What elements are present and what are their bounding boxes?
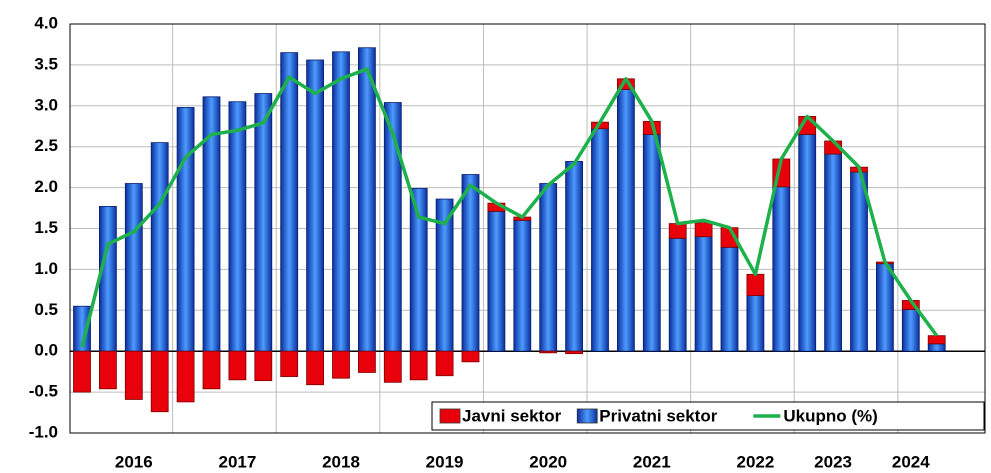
bar <box>254 350 273 382</box>
bar <box>927 343 946 352</box>
y-tick-label: -1.0 <box>29 422 58 441</box>
bar <box>280 52 299 352</box>
legend-swatch <box>576 408 598 424</box>
ticks: -1.0 -0.5 0.0 0.5 1.0 1.5 2.0 2.5 3.0 3.5 4.0 2016 2… <box>29 13 931 471</box>
bar <box>668 237 687 352</box>
bar <box>824 153 842 352</box>
y-tick-label: 0.5 <box>34 300 58 319</box>
bar <box>901 309 920 352</box>
bar <box>850 171 868 352</box>
bar <box>513 219 532 352</box>
bar <box>332 51 350 352</box>
bar <box>176 107 195 352</box>
x-tick-label: 2019 <box>426 452 464 471</box>
bar <box>565 350 583 355</box>
y-tick-label: 2.5 <box>34 136 58 155</box>
bar <box>435 350 454 377</box>
bar <box>461 350 480 363</box>
y-tick-label: 1.0 <box>34 259 58 278</box>
bar <box>228 350 247 381</box>
bar <box>668 223 687 239</box>
y-tick-label: 0.0 <box>34 341 58 360</box>
y-tick-label: 3.5 <box>34 54 58 73</box>
x-tick-label: 2023 <box>814 452 852 471</box>
bar <box>539 183 558 352</box>
bar <box>927 335 946 345</box>
x-tick-label: 2021 <box>633 452 671 471</box>
x-tick-label: 2016 <box>115 452 153 471</box>
x-tick-label: 2018 <box>322 452 360 471</box>
x-tick-label: 2020 <box>529 452 567 471</box>
bar <box>617 89 635 352</box>
x-tick-label: 2017 <box>218 452 256 471</box>
bar <box>409 350 428 381</box>
bar <box>383 102 402 352</box>
y-tick-label: -0.5 <box>29 382 58 401</box>
bar <box>254 93 273 352</box>
bar <box>772 186 791 352</box>
bar <box>461 174 480 352</box>
bar <box>124 350 143 400</box>
bar <box>591 128 609 352</box>
legend-label: Ukupno (%) <box>783 406 877 425</box>
x-tick-label: 2024 <box>892 452 930 471</box>
legend-box <box>431 401 985 431</box>
y-tick-label: 3.0 <box>34 95 58 114</box>
bar <box>99 206 117 352</box>
bar <box>720 246 739 352</box>
bar <box>306 59 325 352</box>
y-tick-label: 1.5 <box>34 218 58 237</box>
plot-frame <box>69 23 986 434</box>
bar <box>176 350 195 403</box>
bar <box>746 295 765 352</box>
bar <box>357 47 376 352</box>
bar <box>124 183 143 352</box>
bar <box>539 350 558 354</box>
bar <box>565 161 583 352</box>
bar <box>487 210 506 352</box>
bar <box>694 222 713 238</box>
bar <box>73 350 91 393</box>
y-tick-label: 4.0 <box>34 13 58 32</box>
bar <box>150 142 169 352</box>
legend-label: Privatni sektor <box>599 406 717 425</box>
bar <box>798 134 817 352</box>
line <box>80 67 939 348</box>
bar <box>99 350 117 390</box>
bar <box>694 236 713 352</box>
x-tick-label: 2022 <box>736 452 774 471</box>
legend-label: Javni sektor <box>462 406 562 425</box>
bar <box>150 350 169 413</box>
bar <box>332 350 350 379</box>
bar <box>306 350 325 386</box>
legend-swatch <box>439 408 461 424</box>
lines <box>80 67 939 348</box>
bar <box>357 350 376 373</box>
bar <box>202 350 221 390</box>
bar <box>383 350 402 383</box>
bar <box>228 101 247 352</box>
bar <box>876 263 894 352</box>
y-tick-label: 2.0 <box>34 177 58 196</box>
bar <box>746 273 765 296</box>
bar <box>642 134 661 352</box>
legend: Javni sektor Privatni sektor Ukupno (%) <box>431 401 985 431</box>
bars <box>73 47 946 413</box>
bar <box>280 350 299 377</box>
